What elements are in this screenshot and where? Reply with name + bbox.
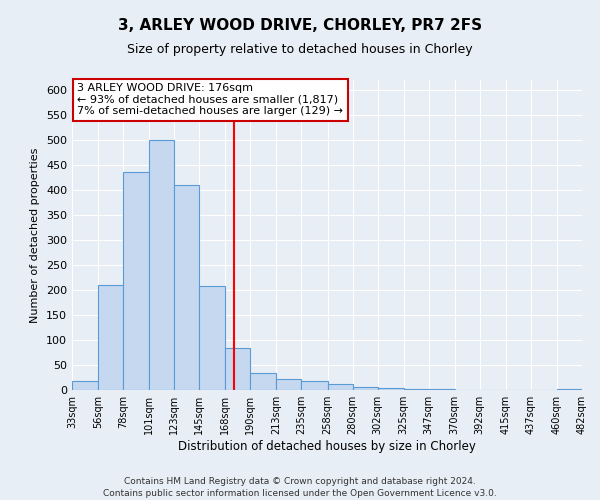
Y-axis label: Number of detached properties: Number of detached properties: [31, 148, 40, 322]
Bar: [277, 379, 301, 390]
Text: Contains HM Land Registry data © Crown copyright and database right 2024.: Contains HM Land Registry data © Crown c…: [124, 478, 476, 486]
Bar: [72, 381, 98, 390]
Bar: [174, 185, 199, 390]
X-axis label: Distribution of detached houses by size in Chorley: Distribution of detached houses by size …: [178, 440, 476, 453]
Bar: [353, 386, 377, 390]
Bar: [557, 389, 582, 390]
Bar: [123, 172, 149, 390]
Bar: [199, 286, 226, 390]
Text: 3, ARLEY WOOD DRIVE, CHORLEY, PR7 2FS: 3, ARLEY WOOD DRIVE, CHORLEY, PR7 2FS: [118, 18, 482, 32]
Text: 3 ARLEY WOOD DRIVE: 176sqm
← 93% of detached houses are smaller (1,817)
7% of se: 3 ARLEY WOOD DRIVE: 176sqm ← 93% of deta…: [77, 83, 343, 116]
Bar: [149, 140, 174, 390]
Bar: [328, 384, 353, 390]
Bar: [404, 388, 428, 390]
Bar: [98, 285, 123, 390]
Bar: [377, 388, 404, 390]
Bar: [428, 389, 455, 390]
Text: Contains public sector information licensed under the Open Government Licence v3: Contains public sector information licen…: [103, 489, 497, 498]
Bar: [250, 372, 277, 390]
Bar: [226, 348, 250, 390]
Text: Size of property relative to detached houses in Chorley: Size of property relative to detached ho…: [127, 42, 473, 56]
Bar: [301, 381, 328, 390]
